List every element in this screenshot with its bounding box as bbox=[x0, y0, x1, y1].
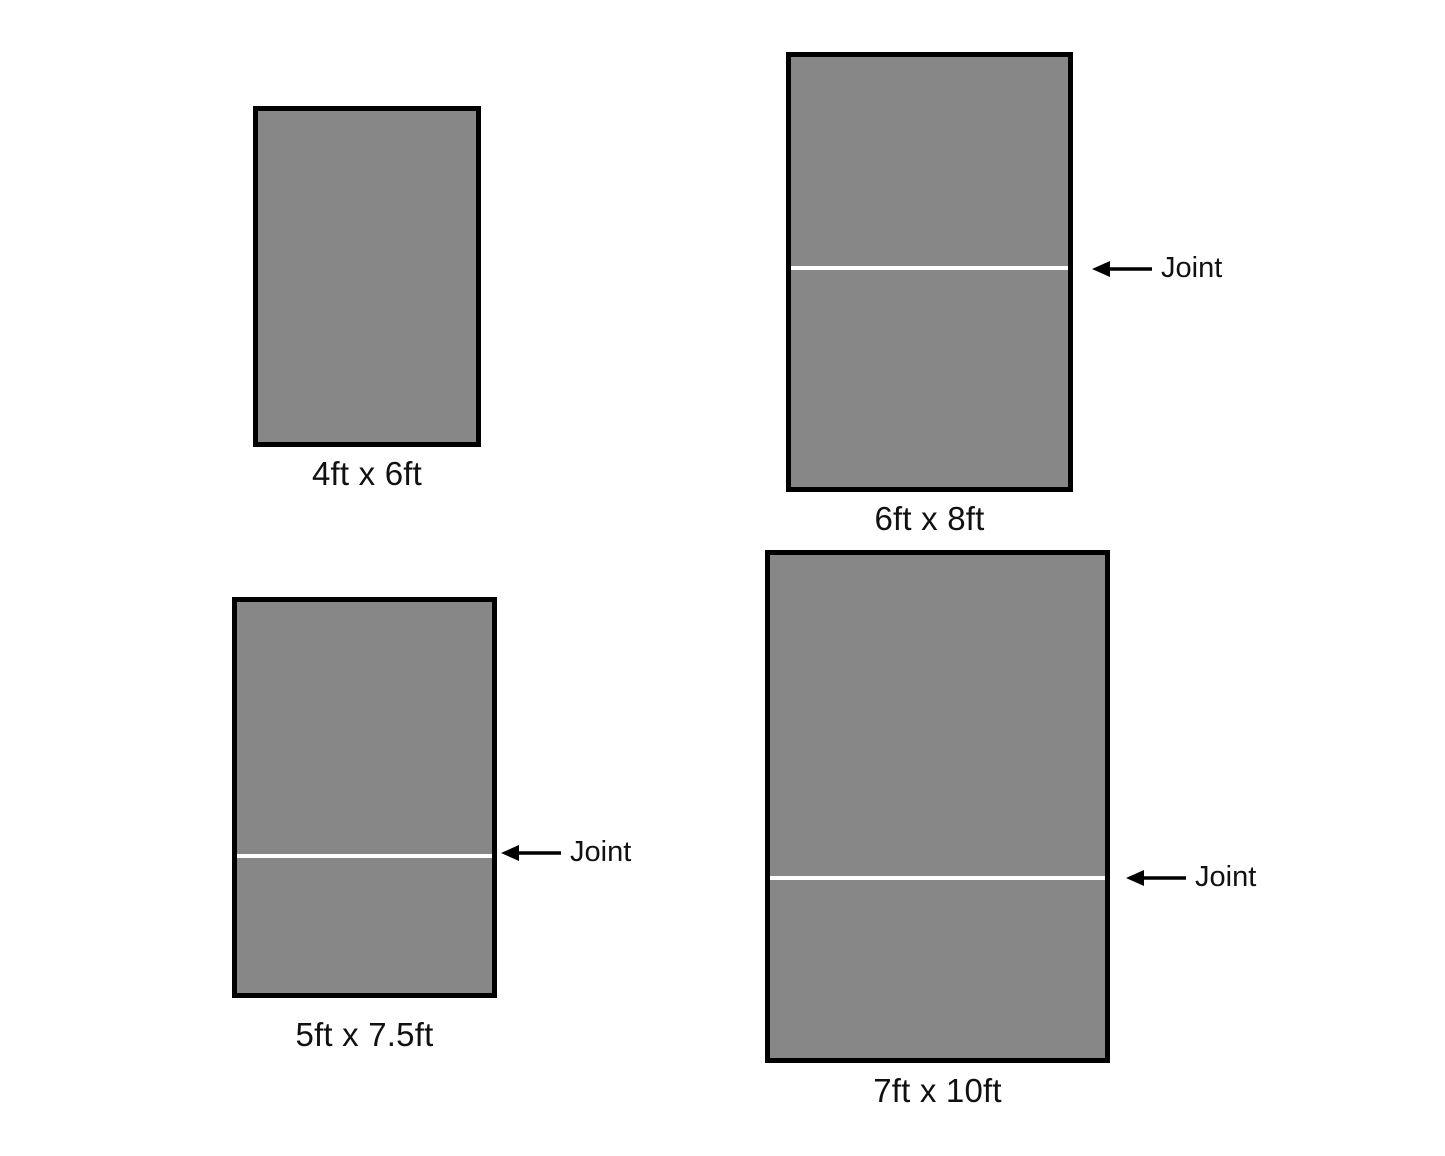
joint-line-7x10 bbox=[770, 876, 1105, 880]
mat-label-7x10: 7ft x 10ft bbox=[873, 1072, 1002, 1109]
arrow-left-icon bbox=[501, 844, 561, 861]
mat-label-5x7.5: 5ft x 7.5ft bbox=[295, 1016, 434, 1053]
arrow-left-icon bbox=[1126, 869, 1186, 886]
joint-line-6x8 bbox=[791, 266, 1068, 270]
joint-annotation-6x8: Joint bbox=[1088, 254, 1222, 283]
joint-label-5x7.5: Joint bbox=[570, 836, 632, 868]
arrow-left-icon bbox=[1092, 260, 1152, 277]
joint-annotation-5x7.5: Joint bbox=[497, 838, 631, 867]
joint-label-6x8: Joint bbox=[1161, 252, 1223, 284]
joint-label-7x10: Joint bbox=[1195, 861, 1257, 893]
joint-line-5x7.5 bbox=[237, 854, 492, 858]
mat-label-6x8: 6ft x 8ft bbox=[874, 500, 985, 537]
joint-annotation-7x10: Joint bbox=[1122, 863, 1256, 892]
mat-shape-4x6 bbox=[253, 106, 481, 447]
mat-shape-5x7.5 bbox=[232, 597, 497, 998]
mat-shape-7x10 bbox=[765, 550, 1110, 1063]
mat-shape-6x8 bbox=[786, 52, 1073, 492]
mat-label-4x6: 4ft x 6ft bbox=[311, 455, 423, 492]
